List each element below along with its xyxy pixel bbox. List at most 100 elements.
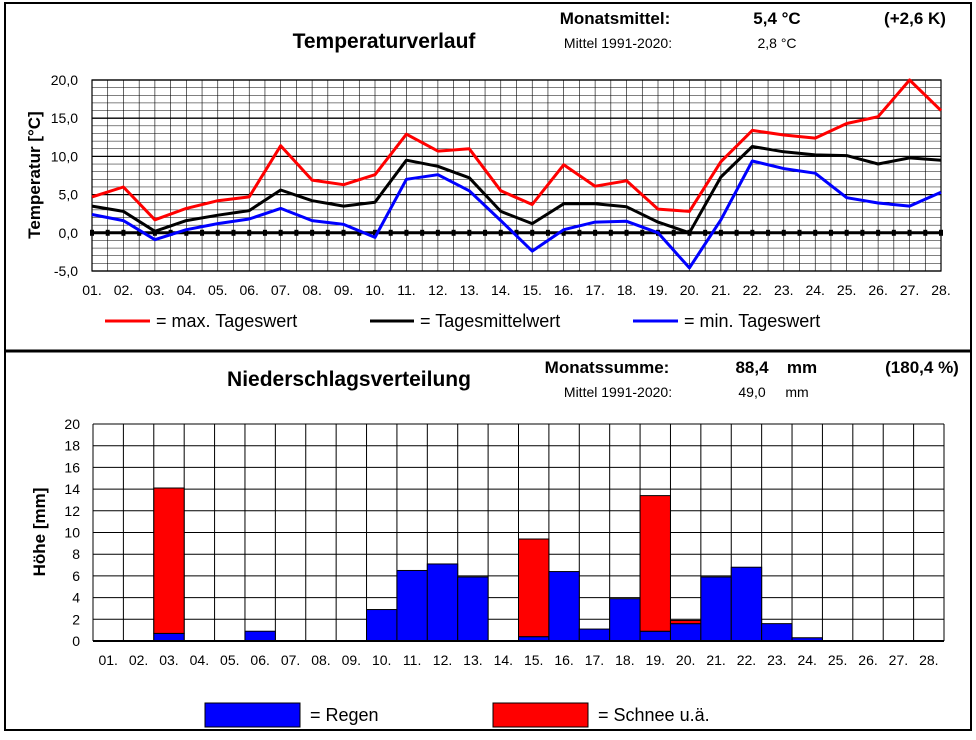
temperature-zero-marker: [262, 229, 267, 236]
precipitation-x-tick-label: 19.: [646, 652, 665, 668]
temperature-x-tick-label: 27.: [900, 282, 919, 298]
temperature-ref-value: 2,8 °C: [757, 35, 796, 51]
precipitation-bars: [153, 487, 823, 642]
temperature-zero-marker: [671, 229, 676, 236]
temperature-y-tick-label: 10,0: [51, 148, 78, 164]
precipitation-rain-bar: [700, 576, 732, 642]
precipitation-x-tick-label: 13.: [463, 652, 482, 668]
legend-rain-label: = Regen: [310, 705, 379, 725]
precipitation-y-tick-label: 8: [72, 546, 80, 562]
legend-max-label: = max. Tageswert: [156, 311, 297, 331]
precipitation-rain-bar: [366, 609, 398, 642]
precipitation-x-tick-label: 14.: [494, 652, 513, 668]
precipitation-y-ticks: 0 2 4 6 8 10 12 14 16 18 20: [64, 416, 80, 649]
precipitation-x-tick-label: 02.: [129, 652, 148, 668]
precipitation-y-tick-label: 16: [64, 459, 80, 475]
temperature-zero-marker: [294, 229, 299, 236]
temperature-zero-marker: [341, 229, 346, 236]
temperature-zero-marker: [137, 229, 142, 236]
temperature-mean-line: [91, 145, 942, 235]
precipitation-x-tick-label: 04.: [190, 652, 209, 668]
precipitation-x-tick-label: 01.: [98, 652, 117, 668]
temperature-x-tick-label: 01.: [82, 282, 101, 298]
monthly-sum-unit: mm: [787, 358, 817, 377]
precipitation-y-tick-label: 10: [64, 525, 80, 541]
precipitation-rain-bar: [153, 632, 185, 642]
legend-snow-swatch: [492, 702, 589, 728]
precipitation-snow-bar: [639, 495, 671, 632]
precipitation-ref-value: 49,0: [738, 384, 765, 400]
precipitation-title: Niederschlagsverteilung: [227, 368, 471, 391]
temperature-x-tick-label: 10.: [365, 282, 384, 298]
temperature-y-tick-label: -5,0: [54, 263, 78, 279]
temperature-x-tick-label: 03.: [145, 282, 164, 298]
temperature-zero-marker: [718, 229, 723, 236]
temperature-zero-marker: [200, 229, 205, 236]
precipitation-rain-bar: [761, 623, 793, 642]
temperature-y-tick-label: 0,0: [59, 225, 79, 241]
temperature-max-line: [91, 78, 943, 222]
temperature-series: [91, 78, 943, 270]
precipitation-rain-bar: [639, 630, 671, 642]
temperature-x-tick-label: 09.: [334, 282, 353, 298]
temperature-title: Temperaturverlauf: [293, 30, 477, 53]
precipitation-rain-bar: [669, 623, 702, 642]
temperature-zero-marker: [530, 229, 535, 236]
temperature-zero-marker: [734, 229, 739, 236]
monthly-sum-value: 88,4: [735, 358, 769, 377]
precipitation-y-tick-label: 4: [72, 590, 80, 606]
temperature-min-line: [91, 159, 942, 270]
temperature-zero-marker: [357, 229, 362, 236]
outer-frame: [4, 2, 972, 731]
temperature-zero-marker: [420, 229, 425, 236]
temperature-x-tick-label: 28.: [931, 282, 950, 298]
temperature-zero-marker: [373, 229, 377, 236]
temperature-zero-marker: [876, 229, 881, 236]
temperature-zero-marker: [215, 229, 220, 236]
temperature-x-tick-label: 25.: [837, 282, 856, 298]
monthly-mean-label: Monatsmittel:: [560, 9, 671, 28]
temperature-x-tick-label: 19.: [648, 282, 667, 298]
temperature-x-tick-label: 12.: [428, 282, 447, 298]
temperature-x-tick-label: 06.: [239, 282, 258, 298]
precipitation-x-tick-label: 22.: [737, 652, 756, 668]
precipitation-x-tick-label: 25.: [828, 652, 847, 668]
precipitation-x-tick-label: 23.: [767, 652, 786, 668]
precipitation-rain-bar: [609, 598, 641, 642]
temperature-header: Temperaturverlauf Monatsmittel: 5,4 °C (…: [293, 9, 946, 53]
precipitation-x-tick-label: 17.: [585, 652, 604, 668]
temperature-zero-marker: [703, 229, 708, 236]
precipitation-x-tick-label: 05.: [220, 652, 239, 668]
temperature-x-tick-label: 15.: [522, 282, 541, 298]
precipitation-ref-label: Mittel 1991-2020:: [564, 384, 672, 400]
temperature-y-axis-title: Temperatur [°C]: [25, 111, 44, 238]
temperature-x-tick-label: 26.: [868, 282, 887, 298]
temperature-y-tick-label: 20,0: [51, 72, 78, 88]
precipitation-x-tick-label: 21.: [706, 652, 725, 668]
temperature-x-tick-label: 14.: [491, 282, 510, 298]
temperature-zero-marker: [514, 229, 519, 236]
precipitation-x-tick-label: 24.: [797, 652, 816, 668]
precipitation-rain-bar: [548, 571, 580, 642]
temperature-x-tick-label: 05.: [208, 282, 227, 298]
precipitation-x-tick-label: 12.: [433, 652, 452, 668]
precipitation-header: Niederschlagsverteilung Monatssumme: 88,…: [227, 358, 959, 400]
temperature-zero-marker: [561, 229, 566, 236]
temperature-x-tick-label: 07.: [271, 282, 290, 298]
precipitation-x-tick-label: 06.: [250, 652, 269, 668]
temperature-zero-marker: [640, 229, 645, 236]
temperature-zero-marker: [121, 229, 126, 236]
precipitation-rain-bar: [457, 576, 489, 642]
precipitation-ref-unit: mm: [785, 384, 808, 400]
temperature-x-tick-label: 20.: [680, 282, 699, 298]
temperature-y-tick-label: 5,0: [59, 187, 79, 203]
temperature-zero-marker: [624, 229, 629, 236]
precipitation-rain-bar: [426, 563, 459, 642]
temperature-x-tick-label: 22.: [743, 282, 762, 298]
temperature-y-ticks: -5,0 0,0 5,0 10,0 15,0 20,0: [51, 72, 78, 279]
precipitation-snow-bar: [669, 619, 702, 625]
temperature-zero-marker: [451, 229, 456, 236]
temperature-zero-marker: [231, 229, 236, 236]
